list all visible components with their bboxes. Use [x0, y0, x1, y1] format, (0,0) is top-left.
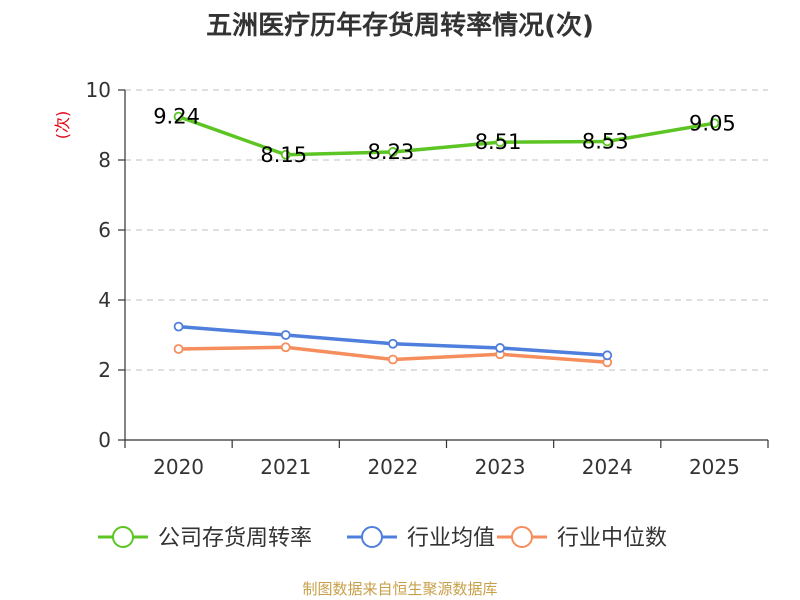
- y-tick-label-4: 4: [98, 288, 111, 312]
- x-tick-label-2023: 2023: [475, 455, 526, 479]
- series-1-point-2021: [280, 330, 291, 340]
- data-label-2024: 8.53: [582, 129, 629, 153]
- legend: 公司存货周转率 行业均值 行业中位数: [98, 526, 667, 551]
- legend-label-1: 行业均值: [407, 526, 495, 551]
- y-tick-label-10: 10: [86, 78, 111, 102]
- series-0-point-2022: [388, 147, 398, 157]
- legend-marker-1: [361, 526, 383, 548]
- series-1-point-2024: [602, 350, 613, 361]
- series-2-point-2021: [280, 342, 291, 353]
- series-0-point-2020: [173, 111, 184, 122]
- y-tick-label-6: 6: [98, 218, 111, 242]
- legend-label-2: 行业中位数: [557, 526, 667, 551]
- grid: [125, 89, 768, 371]
- x-tick-label-2022: 2022: [367, 455, 418, 479]
- series-0-point-2024: [602, 136, 613, 147]
- data-label-2023: 8.51: [475, 130, 522, 154]
- series-group: [173, 111, 720, 368]
- series-1-point-2020: [173, 321, 184, 332]
- series-1-point-2023: [495, 343, 505, 353]
- x-tick-label-2025: 2025: [689, 455, 740, 479]
- legend-marker-0: [112, 526, 134, 548]
- y-tick-label-0: 0: [98, 428, 111, 452]
- series-2-point-2022: [388, 354, 398, 365]
- data-label-2022: 8.23: [368, 140, 415, 164]
- source-note: 制图数据来自恒生聚源数据库: [302, 580, 497, 598]
- data-label-2020: 9.24: [153, 105, 200, 129]
- data-label-2021: 8.15: [260, 143, 307, 167]
- data-labels: 9.24 8.15 8.23 8.51 8.53 9.05: [153, 105, 736, 167]
- legend-marker-2: [511, 526, 533, 548]
- series-0-point-2021: [280, 149, 291, 160]
- x-tick-label-2020: 2020: [153, 455, 204, 479]
- chart-title: 五洲医疗历年存货周转率情况(次): [206, 10, 594, 41]
- series-0-point-2023: [495, 137, 505, 148]
- x-tick-label-2024: 2024: [582, 455, 633, 479]
- x-tick-label-2021: 2021: [260, 455, 311, 479]
- legend-label-0: 公司存货周转率: [158, 526, 312, 551]
- series-1-point-2022: [388, 338, 398, 349]
- data-label-2025: 9.05: [689, 111, 736, 135]
- series-line-0: [176, 114, 717, 157]
- y-tick-label-2: 2: [98, 358, 111, 382]
- series-0-point-2025: [709, 118, 720, 129]
- series-2-point-2020: [173, 344, 184, 354]
- y-tick-label-8: 8: [98, 148, 111, 172]
- axes: 0 2 4 6 8 10 2020 2021 2022 2023 2024 2025: [86, 78, 769, 479]
- y-axis-label: (次): [53, 111, 72, 140]
